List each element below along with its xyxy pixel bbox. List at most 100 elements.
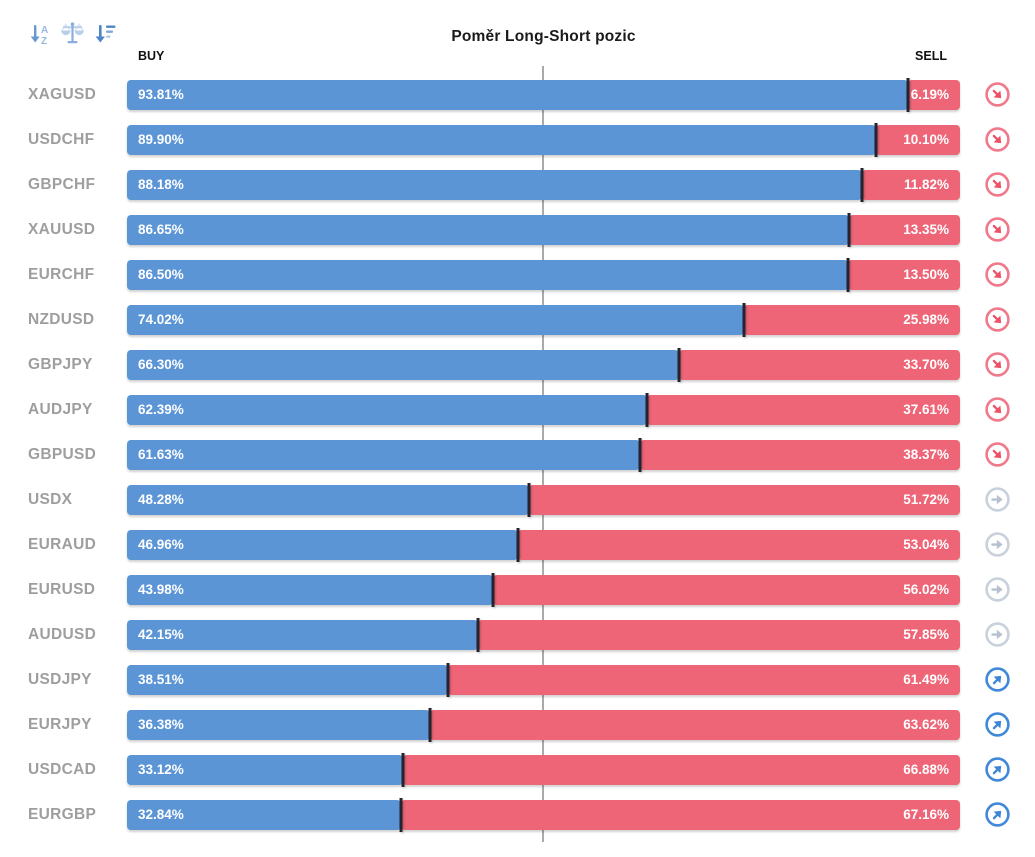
- buy-bar: 43.98%: [127, 574, 494, 605]
- trend-down-icon: [960, 171, 1035, 198]
- sell-column-header: SELL: [915, 49, 947, 63]
- table-row: EURGBP 32.84% 67.16%: [0, 792, 1035, 837]
- table-row: GBPCHF 88.18% 11.82%: [0, 162, 1035, 207]
- ratio-bar: 46.96% 53.04%: [127, 527, 960, 562]
- table-row: EURCHF 86.50% 13.50%: [0, 252, 1035, 297]
- sell-bar: 11.82%: [861, 169, 960, 200]
- buy-percent: 32.84%: [138, 807, 184, 822]
- buy-percent: 62.39%: [138, 402, 184, 417]
- buy-percent: 86.65%: [138, 222, 184, 237]
- pair-label: USDCHF: [28, 130, 95, 148]
- sell-percent: 38.37%: [903, 447, 949, 462]
- buy-percent: 89.90%: [138, 132, 184, 147]
- sell-bar: 57.85%: [478, 619, 960, 650]
- sell-bar: 6.19%: [908, 79, 960, 110]
- pair-label: XAUUSD: [28, 220, 96, 238]
- sell-percent: 67.16%: [903, 807, 949, 822]
- column-headers: BUY SELL: [127, 49, 960, 66]
- sell-percent: 25.98%: [903, 312, 949, 327]
- buy-bar: 93.81%: [127, 79, 909, 110]
- sell-percent: 6.19%: [910, 87, 949, 102]
- buy-bar: 86.65%: [127, 214, 849, 245]
- sort-amount-desc-icon[interactable]: [92, 20, 119, 47]
- boundary-tick: [476, 617, 480, 652]
- boundary-tick: [874, 122, 878, 157]
- boundary-tick: [491, 572, 495, 607]
- ratio-bar: 48.28% 51.72%: [127, 482, 960, 517]
- trend-down-icon: [960, 126, 1035, 153]
- chart-title: Poměr Long-Short pozic: [451, 28, 636, 45]
- buy-bar: 42.15%: [127, 619, 479, 650]
- ratio-bar: 32.84% 67.16%: [127, 797, 960, 832]
- buy-percent: 33.12%: [138, 762, 184, 777]
- buy-percent: 46.96%: [138, 537, 184, 552]
- trend-flat-icon: [960, 576, 1035, 603]
- boundary-tick: [516, 527, 520, 562]
- buy-percent: 36.38%: [138, 717, 184, 732]
- sell-bar: 63.62%: [430, 709, 960, 740]
- pair-label: EURJPY: [28, 715, 92, 733]
- trend-up-icon: [960, 666, 1035, 693]
- sell-percent: 13.50%: [903, 267, 949, 282]
- trend-up-icon: [960, 801, 1035, 828]
- trend-down-icon: [960, 306, 1035, 333]
- trend-flat-icon: [960, 531, 1035, 558]
- ratio-bar: 89.90% 10.10%: [127, 122, 960, 157]
- table-row: NZDUSD 74.02% 25.98%: [0, 297, 1035, 342]
- sell-percent: 33.70%: [903, 357, 949, 372]
- svg-text:A: A: [41, 25, 48, 36]
- table-row: XAUUSD 86.65% 13.35%: [0, 207, 1035, 252]
- table-row: EURJPY 36.38% 63.62%: [0, 702, 1035, 747]
- buy-percent: 66.30%: [138, 357, 184, 372]
- pair-label: EURAUD: [28, 535, 97, 553]
- sell-bar: 33.70%: [679, 349, 960, 380]
- ratio-bar: 86.50% 13.50%: [127, 257, 960, 292]
- sell-bar: 53.04%: [518, 529, 960, 560]
- trend-down-icon: [960, 396, 1035, 423]
- boundary-tick: [677, 347, 681, 382]
- sell-bar: 56.02%: [493, 574, 960, 605]
- table-row: EURAUD 46.96% 53.04%: [0, 522, 1035, 567]
- balance-scale-icon[interactable]: [59, 20, 86, 47]
- boundary-tick: [399, 797, 403, 832]
- boundary-tick: [860, 167, 864, 202]
- pair-label: EURCHF: [28, 265, 95, 283]
- buy-percent: 42.15%: [138, 627, 184, 642]
- sell-percent: 13.35%: [903, 222, 949, 237]
- sell-percent: 51.72%: [903, 492, 949, 507]
- boundary-tick: [401, 752, 405, 787]
- sell-bar: 37.61%: [646, 394, 960, 425]
- sell-bar: 66.88%: [402, 754, 960, 785]
- pair-label: NZDUSD: [28, 310, 95, 328]
- buy-bar: 46.96%: [127, 529, 519, 560]
- sort-alphabetical-icon[interactable]: A Z: [26, 20, 53, 47]
- sell-percent: 53.04%: [903, 537, 949, 552]
- table-row: USDCHF 89.90% 10.10%: [0, 117, 1035, 162]
- buy-bar: 88.18%: [127, 169, 862, 200]
- buy-bar: 48.28%: [127, 484, 530, 515]
- table-row: AUDJPY 62.39% 37.61%: [0, 387, 1035, 432]
- ratio-bar: 88.18% 11.82%: [127, 167, 960, 202]
- table-row: USDJPY 38.51% 61.49%: [0, 657, 1035, 702]
- sell-percent: 57.85%: [903, 627, 949, 642]
- ratio-bar: 61.63% 38.37%: [127, 437, 960, 472]
- table-row: USDCAD 33.12% 66.88%: [0, 747, 1035, 792]
- trend-down-icon: [960, 441, 1035, 468]
- ratio-bar: 93.81% 6.19%: [127, 77, 960, 112]
- trend-up-icon: [960, 756, 1035, 783]
- boundary-tick: [645, 392, 649, 427]
- table-row: EURUSD 43.98% 56.02%: [0, 567, 1035, 612]
- svg-text:Z: Z: [41, 36, 47, 47]
- table-row: GBPUSD 61.63% 38.37%: [0, 432, 1035, 477]
- buy-bar: 89.90%: [127, 124, 876, 155]
- ratio-bar: 62.39% 37.61%: [127, 392, 960, 427]
- buy-bar: 86.50%: [127, 259, 848, 290]
- sell-percent: 10.10%: [903, 132, 949, 147]
- ratio-bar: 86.65% 13.35%: [127, 212, 960, 247]
- pair-label: USDCAD: [28, 760, 97, 778]
- pair-label: USDX: [28, 490, 73, 508]
- pair-label: GBPJPY: [28, 355, 93, 373]
- trend-down-icon: [960, 216, 1035, 243]
- buy-column-header: BUY: [138, 49, 165, 63]
- pair-label: XAGUSD: [28, 85, 97, 103]
